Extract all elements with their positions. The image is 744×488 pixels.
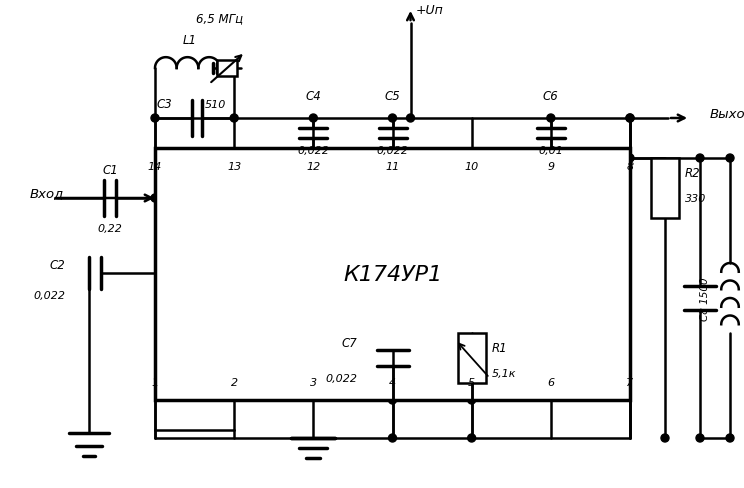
Bar [458,333,486,383]
Circle shape [388,434,397,442]
Text: 13: 13 [227,162,241,172]
Text: C5: C5 [385,90,400,103]
Text: 0,22: 0,22 [97,224,123,234]
Text: +Uп: +Uп [415,4,443,18]
Circle shape [406,115,414,123]
Text: C1: C1 [102,164,118,177]
Text: 6: 6 [548,377,554,387]
Circle shape [151,195,159,203]
Text: Выход: Выход [710,107,744,120]
Text: 1: 1 [152,377,158,387]
Circle shape [626,115,634,123]
Circle shape [388,396,397,404]
Circle shape [726,434,734,442]
Text: R2: R2 [685,167,701,180]
Circle shape [726,155,734,163]
Text: 4: 4 [389,377,396,387]
Circle shape [626,155,634,163]
Text: 330: 330 [685,194,706,203]
Text: 510: 510 [205,100,226,110]
Text: C2: C2 [49,259,65,272]
Text: 14: 14 [148,162,162,172]
Bar [217,61,237,77]
Text: R1: R1 [492,342,507,355]
Text: 3: 3 [310,377,317,387]
Circle shape [468,434,475,442]
Text: 9: 9 [548,162,554,172]
Text: 0,022: 0,022 [376,146,408,156]
Circle shape [696,434,704,442]
Circle shape [151,115,159,123]
Text: 12: 12 [307,162,321,172]
Text: L1: L1 [183,35,197,47]
Text: 0,022: 0,022 [326,373,358,383]
Bar [155,149,630,400]
Text: 5: 5 [468,377,475,387]
Text: 10: 10 [464,162,479,172]
Text: 7: 7 [626,377,634,387]
Text: С8 1500: С8 1500 [700,277,710,320]
Bar [651,159,679,219]
Text: 2: 2 [231,377,238,387]
Text: C3: C3 [156,98,172,111]
Text: C7: C7 [341,337,358,350]
Circle shape [661,434,669,442]
Text: К174УР1: К174УР1 [343,264,442,285]
Circle shape [230,115,238,123]
Text: C4: C4 [306,90,321,103]
Text: C6: C6 [543,90,559,103]
Text: 6,5 МГц: 6,5 МГц [196,13,243,25]
Circle shape [388,115,397,123]
Circle shape [626,115,634,123]
Text: 11: 11 [385,162,400,172]
Circle shape [547,115,555,123]
Circle shape [310,115,318,123]
Text: 0,022: 0,022 [33,290,65,301]
Text: 0,01: 0,01 [539,146,563,156]
Text: Вход: Вход [30,187,64,200]
Text: 5,1к: 5,1к [492,368,516,378]
Circle shape [696,155,704,163]
Text: 8: 8 [626,162,634,172]
Text: 0,022: 0,022 [298,146,330,156]
Circle shape [468,396,475,404]
